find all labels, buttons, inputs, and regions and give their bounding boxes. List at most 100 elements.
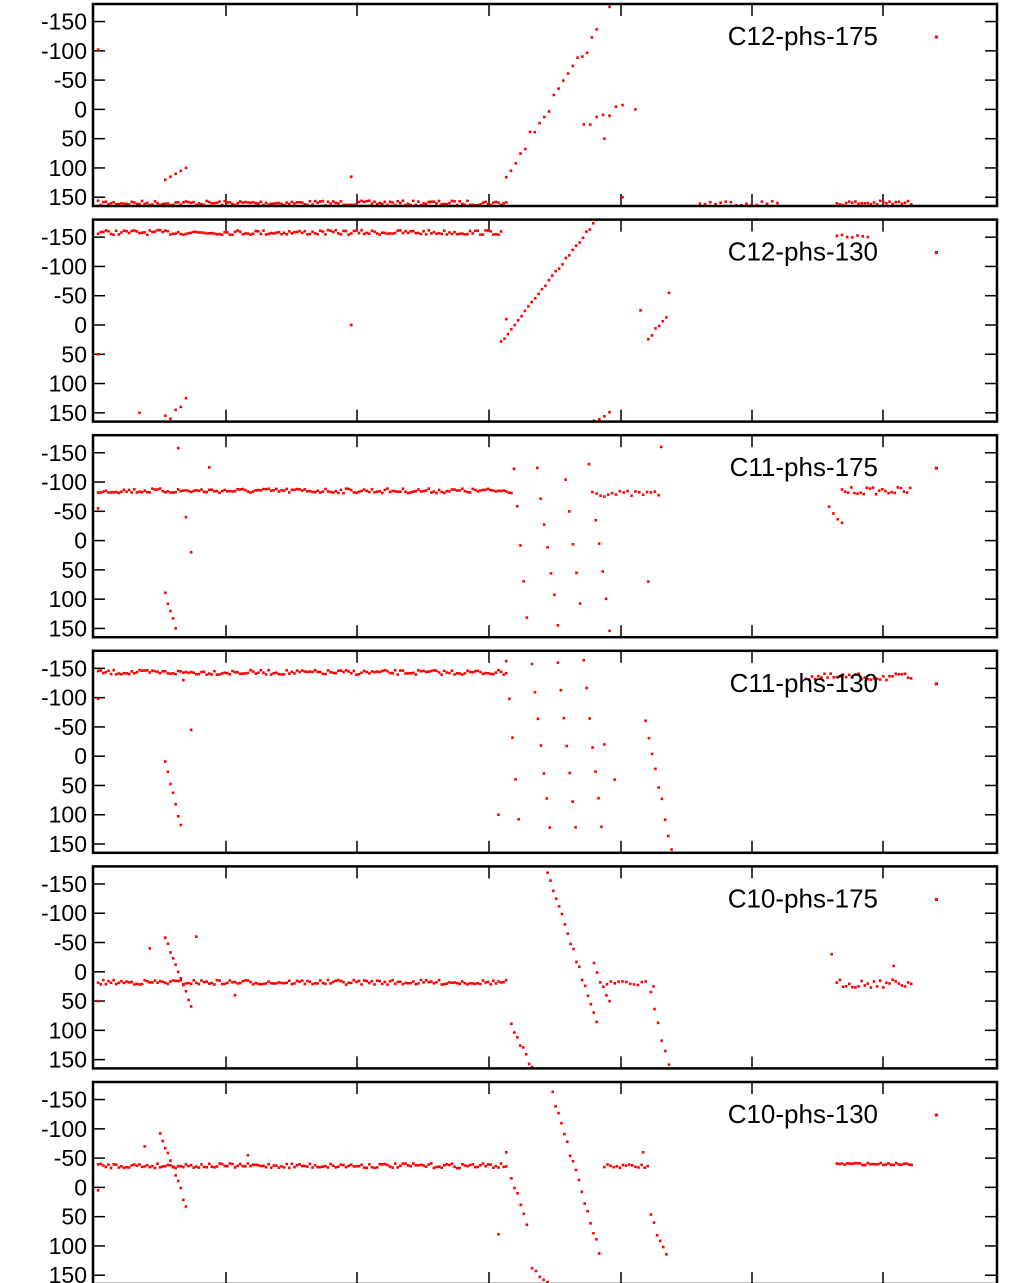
data-point <box>589 1222 592 1225</box>
data-point <box>603 495 606 498</box>
data-point <box>409 1164 412 1168</box>
data-point <box>182 489 185 492</box>
data-point <box>890 490 893 494</box>
data-point <box>582 658 586 662</box>
data-point <box>112 978 115 982</box>
data-point <box>102 490 105 493</box>
data-point <box>303 203 307 206</box>
data-point <box>200 231 203 234</box>
data-point <box>427 487 431 490</box>
y-tick-label: 50 <box>61 772 87 798</box>
data-point <box>542 523 546 526</box>
data-point <box>313 490 317 494</box>
data-point <box>285 1162 289 1166</box>
data-point <box>556 661 560 664</box>
data-point <box>365 489 369 493</box>
data-point <box>169 1159 172 1162</box>
data-point <box>588 717 591 720</box>
data-point <box>300 979 304 982</box>
data-point <box>437 671 441 674</box>
data-point <box>897 1163 901 1166</box>
data-point <box>386 983 389 986</box>
data-point <box>257 202 260 205</box>
data-point <box>580 978 584 982</box>
data-point <box>166 490 170 493</box>
data-point <box>621 980 624 983</box>
data-point <box>127 231 131 235</box>
data-point <box>378 1162 381 1166</box>
data-point <box>383 668 387 672</box>
data-point <box>486 1163 490 1166</box>
data-point <box>213 232 216 235</box>
data-point <box>401 982 405 986</box>
data-point <box>311 203 314 206</box>
data-point <box>104 982 108 986</box>
data-point <box>544 284 547 288</box>
data-point <box>259 668 263 672</box>
data-point <box>391 201 394 204</box>
data-point <box>383 200 387 204</box>
data-point <box>481 488 485 492</box>
data-point <box>884 1163 888 1166</box>
data-point <box>417 1164 420 1167</box>
data-point <box>765 202 769 206</box>
data-point <box>184 982 188 985</box>
data-point <box>337 491 340 495</box>
data-point <box>231 490 234 493</box>
data-point <box>169 609 172 613</box>
data-point <box>884 489 887 493</box>
data-point <box>290 232 294 235</box>
data-point <box>192 1166 196 1169</box>
data-point <box>195 488 198 492</box>
data-point <box>187 1164 190 1168</box>
data-point <box>370 670 374 673</box>
data-point <box>176 1179 180 1183</box>
data-point <box>522 580 525 583</box>
data-point <box>130 1164 134 1167</box>
data-point <box>484 488 487 492</box>
data-point <box>569 942 572 946</box>
data-point <box>453 673 456 676</box>
data-point <box>608 629 611 633</box>
panel-c11-phs-175: -150 -100 -50 0 50 100 150 C11-phs-175 <box>41 433 999 641</box>
data-point <box>228 673 232 676</box>
data-point <box>156 1162 159 1166</box>
data-point <box>502 673 505 676</box>
data-point <box>393 490 397 493</box>
data-point <box>861 235 864 238</box>
data-point <box>130 229 134 233</box>
panel-frame <box>91 2 999 208</box>
data-point <box>236 487 239 491</box>
data-point <box>473 229 477 233</box>
data-point <box>492 201 495 204</box>
data-point <box>96 697 100 701</box>
data-point <box>107 491 110 494</box>
data-point <box>251 490 255 493</box>
data-point <box>856 234 859 237</box>
data-point <box>151 203 154 206</box>
data-point <box>153 488 157 491</box>
data-point <box>282 1166 286 1169</box>
data-point <box>331 491 335 494</box>
data-point <box>264 1165 268 1169</box>
y-tick-label: -150 <box>41 224 87 250</box>
data-point <box>164 490 167 494</box>
data-point <box>628 982 632 986</box>
data-point <box>639 309 642 312</box>
data-point <box>489 488 493 492</box>
data-point <box>665 1253 668 1256</box>
data-point <box>442 669 446 673</box>
data-point <box>466 490 469 494</box>
data-point <box>445 982 449 985</box>
data-point <box>885 981 888 985</box>
data-point <box>130 980 134 984</box>
data-point <box>109 672 113 676</box>
data-point <box>135 202 139 206</box>
data-point <box>171 1165 175 1168</box>
data-point <box>200 202 203 206</box>
data-point <box>845 1162 849 1165</box>
data-point <box>863 202 867 205</box>
data-point <box>634 1165 637 1169</box>
data-point <box>653 490 657 493</box>
data-point <box>373 490 376 494</box>
